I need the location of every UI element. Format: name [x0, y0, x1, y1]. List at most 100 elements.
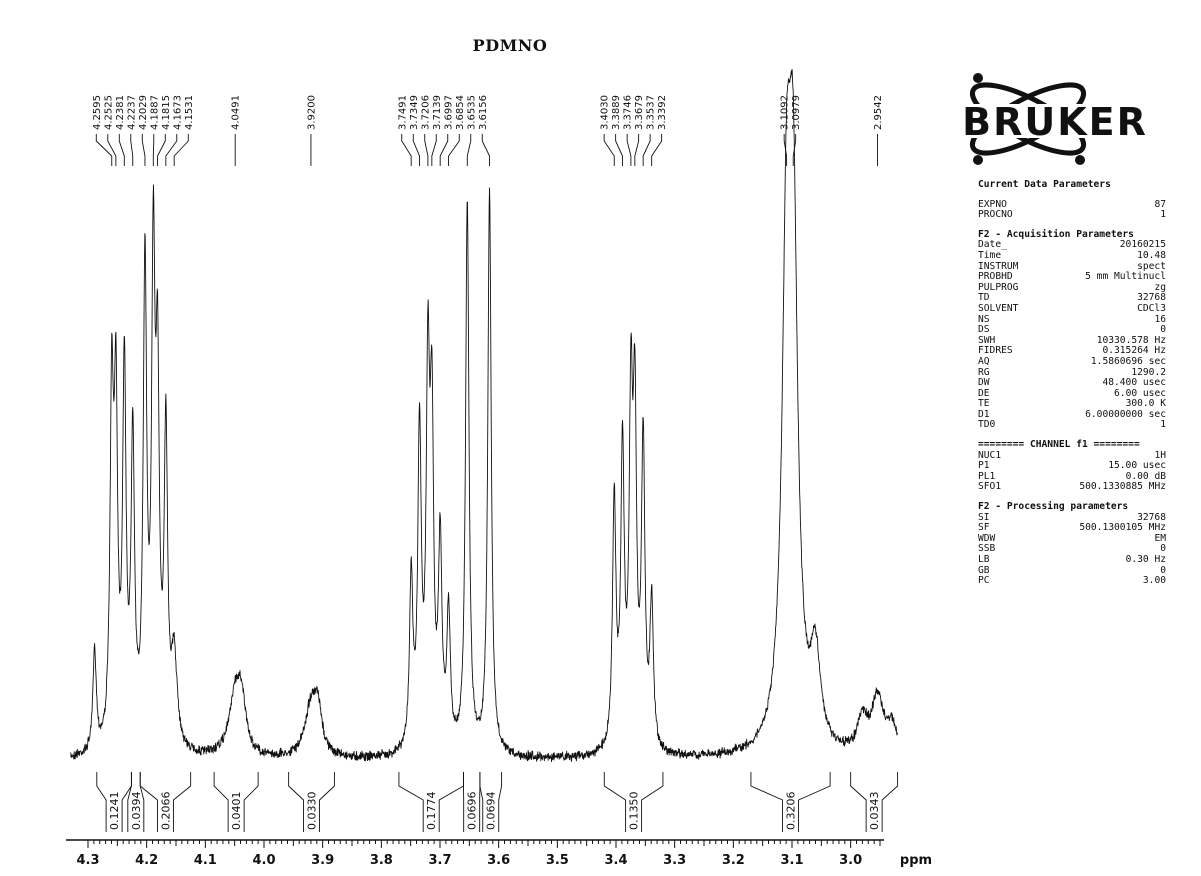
param-row: P1 15.00 usec	[978, 461, 1166, 472]
integral-bracket	[139, 772, 158, 832]
channel-header: ======== CHANNEL f1 ========	[978, 439, 1140, 451]
param-value: 300.0 K	[1125, 398, 1166, 410]
param-row: EXPNO 87	[978, 198, 1166, 211]
param-key: NS	[978, 313, 990, 325]
param-value: 0.00 dB	[1125, 470, 1166, 482]
param-value: 48.400 usec	[1102, 377, 1166, 389]
param-row: DW 48.400 usec	[978, 377, 1166, 389]
peak-label-connector	[173, 134, 189, 166]
peak-label: 3.3537	[646, 95, 657, 130]
peak-label: 4.1815	[161, 95, 172, 130]
peak-label: 3.6997	[443, 95, 454, 130]
param-key: TE	[978, 398, 990, 410]
param-value: 500.1330885 MHz	[1079, 481, 1166, 493]
param-value: 87	[1154, 198, 1166, 210]
param-value: 0	[1160, 324, 1166, 336]
param-value: CDCl3	[1137, 302, 1166, 314]
param-row: RG 1290.2	[978, 366, 1166, 379]
param-row: WDW EM	[978, 532, 1166, 545]
peak-label-connector	[448, 134, 460, 166]
proc-params-list: SI 32768 SF 500.1300105 MHz WDW EM SSB 0 LB 0.30 …	[978, 511, 1166, 587]
acq-params-header: F2 - Acquisition Parameters	[978, 228, 1134, 240]
current-params-list: EXPNO 87 PROCNO 1	[978, 198, 1166, 221]
channel-params-list: NUC1 1H P1 15.00 usec PL1 0.00 dB SFO1 500.1330…	[978, 450, 1166, 493]
x-tick-label: 3.3	[663, 853, 686, 868]
param-value: 0.315264 Hz	[1102, 345, 1166, 357]
peak-label: 3.7139	[432, 95, 443, 130]
integral-value: 0.0330	[306, 792, 319, 831]
peak-label-connector	[401, 134, 412, 166]
integral-bracket	[438, 772, 464, 832]
param-row: DS 0	[978, 325, 1166, 336]
peak-label-connector	[412, 134, 420, 166]
param-value: spect	[1137, 260, 1166, 272]
peak-label-connector	[431, 134, 437, 166]
bruker-logo-text: BRUKER	[962, 100, 1148, 144]
param-row: GB 0	[978, 564, 1166, 577]
peak-label: 4.2595	[92, 95, 103, 130]
integral-group: 0.1241 0.0394 0.2066 0.0401 0.0330 0.1774 0.06…	[96, 772, 899, 832]
integral-value: 0.1774	[425, 792, 438, 831]
integral-bracket	[603, 772, 627, 832]
x-tick-label: 4.0	[252, 853, 275, 868]
acq-params-list: Date_ 20160215 Time 10.48 INSTRUM spect PROBHD…	[978, 240, 1166, 431]
peak-label-connector	[118, 134, 125, 166]
peak-label: 3.3392	[657, 95, 668, 130]
param-value: 1	[1160, 419, 1166, 431]
param-value: EM	[1154, 532, 1166, 544]
peak-label-connector	[424, 134, 429, 166]
integral-bracket	[479, 772, 484, 832]
peak-label: 3.7491	[397, 95, 408, 130]
peak-label-connector	[141, 134, 146, 166]
param-key: WDW	[978, 532, 996, 544]
integral-bracket	[288, 772, 304, 832]
param-value: 0	[1160, 543, 1166, 555]
param-value: 5 mm Multinucl	[1085, 271, 1166, 283]
ppm-axis: 4.3 4.2 4.1 4.0 3.9 3.8 3.7 3.6 3.5 3.4 3.3 3.2 3.1 3…	[66, 839, 932, 868]
param-row: PROCNO 1	[978, 210, 1166, 221]
integral-bracket	[127, 772, 132, 832]
param-value: zg	[1154, 281, 1166, 293]
param-key: PL1	[978, 470, 996, 482]
peak-label: 3.7349	[409, 95, 420, 130]
peak-label: 3.3889	[611, 95, 622, 130]
integral-value: 0.0696	[466, 792, 479, 831]
param-key: GB	[978, 564, 990, 576]
peak-label-connector	[165, 134, 178, 166]
param-value: 0.30 Hz	[1125, 554, 1166, 565]
peak-label: 3.6156	[478, 95, 489, 130]
x-tick-label: 3.9	[311, 853, 334, 868]
spectrum-title: PDMNO	[472, 36, 548, 55]
peak-label-connector	[157, 134, 166, 166]
param-value: 6.00000000 sec	[1085, 408, 1166, 420]
param-key: P1	[978, 460, 990, 472]
peak-label: 3.3679	[634, 95, 645, 130]
integral-bracket	[319, 772, 335, 832]
param-key: SI	[978, 511, 990, 523]
param-row: SF 500.1300105 MHz	[978, 523, 1166, 534]
integral-value: 0.2066	[159, 792, 172, 831]
peak-label: 3.1092	[780, 95, 791, 130]
peak-label-connector	[651, 134, 663, 166]
integral-bracket	[213, 772, 229, 832]
integral-bracket	[850, 772, 867, 832]
integral-bracket	[641, 772, 664, 832]
peak-label: 4.2525	[103, 95, 114, 130]
param-row: TE 300.0 K	[978, 399, 1166, 410]
param-row: Time 10.48	[978, 249, 1166, 262]
param-value: 3.00	[1142, 575, 1166, 587]
peak-label-connector	[615, 134, 623, 166]
x-tick-label: 3.4	[604, 853, 627, 868]
param-row: D1 6.00000000 sec	[978, 408, 1166, 421]
param-value: 10.48	[1137, 249, 1166, 261]
param-value: 1290.2	[1131, 366, 1166, 378]
param-row: AQ 1.5860696 sec	[978, 356, 1166, 368]
param-value: 20160215	[1119, 239, 1166, 251]
peak-label-connector	[603, 134, 615, 166]
integral-bracket	[498, 772, 503, 832]
peak-label: 4.0491	[231, 95, 242, 130]
param-value: 16	[1154, 313, 1166, 325]
spectrum-trace	[70, 69, 899, 763]
peak-label: 3.0979	[791, 95, 802, 130]
